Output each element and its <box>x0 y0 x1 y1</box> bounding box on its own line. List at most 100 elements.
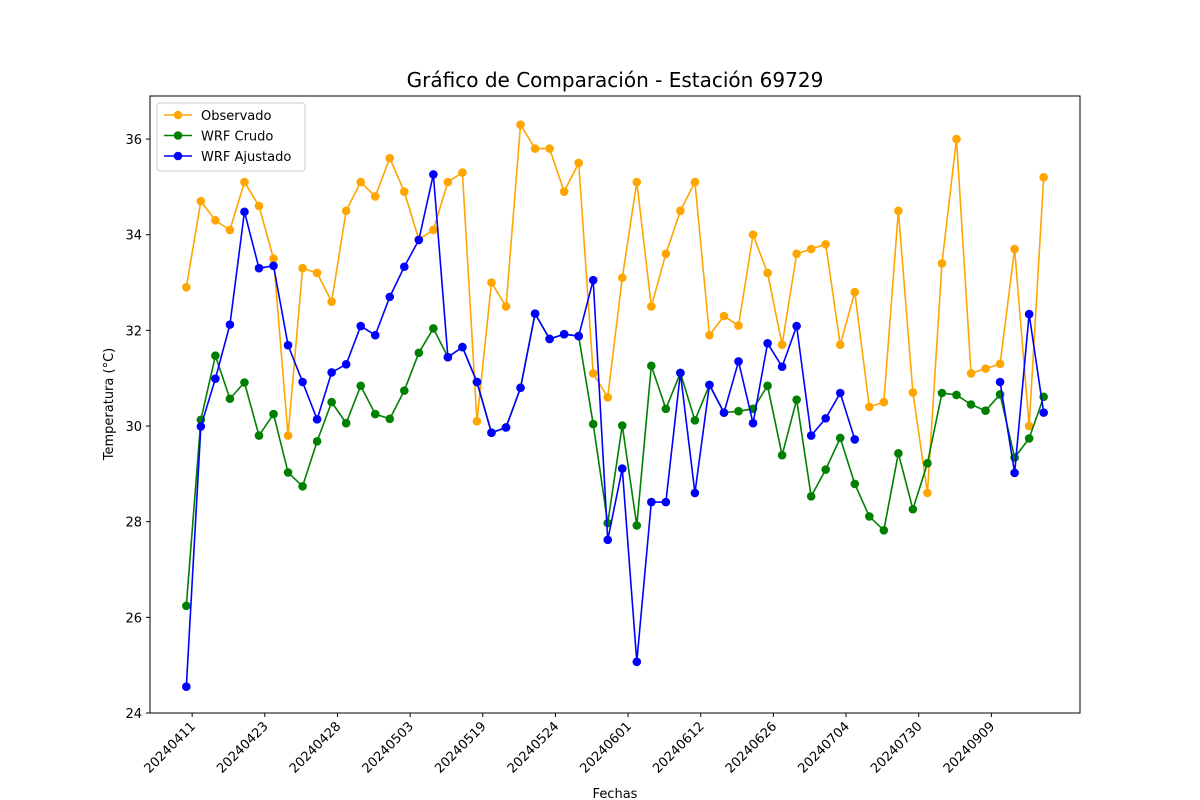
data-point <box>734 406 743 416</box>
data-point <box>748 230 758 240</box>
data-point <box>763 268 772 278</box>
data-point <box>617 464 627 473</box>
data-point <box>647 497 656 507</box>
y-tick-label: 32 <box>125 324 142 339</box>
data-point <box>559 187 569 196</box>
data-point <box>1024 309 1034 319</box>
data-point <box>211 374 220 383</box>
data-point <box>283 340 293 350</box>
y-axis-label: Temperatura (°C) <box>102 348 117 461</box>
data-point <box>385 153 395 163</box>
data-point <box>835 388 845 398</box>
data-point <box>1039 173 1048 182</box>
data-point <box>530 309 540 318</box>
data-point <box>835 340 845 350</box>
data-point <box>995 359 1005 369</box>
data-point <box>734 321 743 330</box>
data-point <box>225 320 235 329</box>
data-point <box>545 334 554 344</box>
data-point <box>617 273 627 283</box>
data-point <box>312 415 322 424</box>
data-point <box>879 397 889 407</box>
data-point <box>530 144 540 153</box>
data-point <box>429 225 438 235</box>
data-point <box>341 418 351 428</box>
data-point <box>240 177 249 187</box>
data-point <box>763 381 772 391</box>
data-point <box>821 465 831 474</box>
data-point <box>254 263 264 273</box>
data-point <box>283 468 293 477</box>
data-point <box>1024 434 1034 443</box>
data-point <box>588 275 598 285</box>
data-point <box>501 302 511 311</box>
data-point <box>850 479 860 489</box>
data-point <box>283 431 293 440</box>
data-point <box>443 177 453 187</box>
data-point <box>298 377 307 387</box>
data-point <box>894 206 903 216</box>
data-point <box>777 450 787 460</box>
data-point <box>574 331 583 341</box>
data-point <box>617 421 627 430</box>
series-line <box>185 312 1045 606</box>
data-point <box>937 259 947 268</box>
data-point <box>981 364 990 373</box>
data-point <box>1039 408 1048 417</box>
data-point <box>472 416 482 426</box>
data-point <box>676 206 685 216</box>
data-point <box>399 262 409 272</box>
data-point <box>981 406 990 416</box>
data-point <box>385 414 395 424</box>
y-tick-label: 26 <box>125 611 142 626</box>
data-point <box>603 535 613 545</box>
data-point <box>327 368 336 377</box>
data-point <box>661 497 671 507</box>
legend-box <box>156 102 306 172</box>
data-point <box>777 340 787 350</box>
data-point <box>952 390 961 400</box>
data-point <box>806 492 816 501</box>
data-point <box>574 158 583 168</box>
data-point <box>821 414 831 423</box>
data-point <box>603 393 613 402</box>
data-point <box>690 488 700 498</box>
data-point <box>254 431 264 440</box>
data-point <box>458 168 467 177</box>
data-point <box>676 368 685 378</box>
data-point <box>501 423 511 432</box>
data-point <box>864 512 874 521</box>
data-point <box>923 459 932 468</box>
data-point <box>196 422 206 431</box>
y-tick-label: 30 <box>125 420 142 435</box>
data-point <box>516 383 525 393</box>
legend-label: WRF Ajustado <box>201 150 291 165</box>
data-point <box>312 437 322 446</box>
data-point <box>327 397 336 407</box>
data-point <box>719 408 729 417</box>
data-point <box>472 377 482 387</box>
y-tick-label: 34 <box>125 229 142 244</box>
data-point <box>879 525 889 535</box>
data-point <box>1010 244 1019 254</box>
data-point <box>516 120 525 129</box>
data-point <box>269 261 278 271</box>
data-point <box>647 361 656 371</box>
data-point <box>414 235 424 245</box>
data-point <box>559 329 569 339</box>
data-point <box>966 400 976 409</box>
data-point <box>414 348 424 358</box>
data-point <box>443 352 453 362</box>
series-wrf-ajustado <box>182 170 1048 691</box>
data-point <box>182 283 191 292</box>
data-point <box>182 682 191 691</box>
data-point <box>1024 421 1034 431</box>
data-point <box>792 249 801 259</box>
legend-label: WRF Crudo <box>201 130 273 145</box>
data-point <box>225 225 235 235</box>
data-point <box>705 330 714 340</box>
y-tick-label: 28 <box>125 516 142 531</box>
data-point <box>923 488 932 498</box>
data-point <box>487 428 496 438</box>
data-point <box>399 187 409 196</box>
